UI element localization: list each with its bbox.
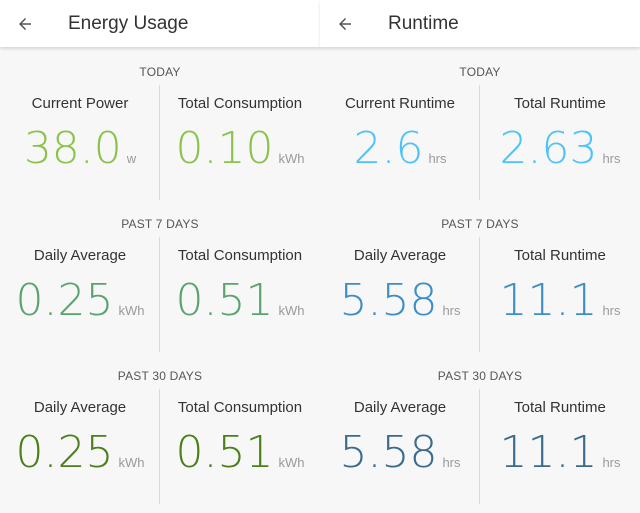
metric-label: Total Consumption <box>177 247 303 264</box>
section-label: PAST 30 DAYS <box>117 369 203 383</box>
metric-value: 0.51 <box>175 275 274 326</box>
energy-usage-panel: Energy Usage TODAY Current Power 38.0 w … <box>0 0 320 504</box>
metric-unit: kWh <box>278 303 305 318</box>
energy-page-title: Energy Usage <box>68 12 189 34</box>
section-label: PAST 7 DAYS <box>441 217 519 231</box>
metric-label: Total Runtime <box>514 247 606 264</box>
metric-unit: kWh <box>118 455 145 470</box>
metric-unit: kWh <box>118 303 145 318</box>
metric-value: 0.25 <box>15 275 114 326</box>
metric-label: Total Consumption <box>177 399 303 416</box>
section-label: PAST 7 DAYS <box>121 217 199 231</box>
metric-unit: hrs <box>602 151 621 166</box>
section-label: PAST 30 DAYS <box>437 369 523 383</box>
metric-label: Current Power <box>31 95 129 112</box>
section-label: TODAY <box>139 65 181 79</box>
metric-value: 38.0 <box>23 123 122 174</box>
metric-value: 0.10 <box>175 123 274 174</box>
metric-label: Total Runtime <box>514 399 606 416</box>
metric-daily-average: Daily Average 0.25 kWh <box>0 237 160 352</box>
column-divider <box>479 389 480 504</box>
metric-total-runtime: Total Runtime 2.63 hrs <box>480 85 640 200</box>
arrow-left-icon <box>19 17 31 30</box>
column-divider <box>479 85 480 200</box>
column-divider <box>159 237 160 352</box>
metric-value: 0.25 <box>15 427 114 478</box>
metric-unit: hrs <box>442 303 461 318</box>
runtime-back-button[interactable] <box>320 0 370 47</box>
runtime-app-bar: Runtime <box>320 0 640 47</box>
metric-daily-average: Daily Average 5.58 hrs <box>320 237 480 352</box>
metric-unit: hrs <box>442 455 461 470</box>
metric-label: Daily Average <box>33 399 127 416</box>
energy-app-bar: Energy Usage <box>0 0 320 47</box>
metric-daily-average: Daily Average 0.25 kWh <box>0 389 160 504</box>
metric-label: Current Runtime <box>344 95 456 112</box>
metric-value: 5.58 <box>339 275 438 326</box>
metric-total-consumption: Total Consumption 0.51 kWh <box>160 389 320 504</box>
metric-unit: w <box>126 151 137 166</box>
metric-current-runtime: Current Runtime 2.6 hrs <box>320 85 480 200</box>
metric-value: 11.1 <box>499 427 598 478</box>
metric-unit: hrs <box>602 303 621 318</box>
metric-total-consumption: Total Consumption 0.10 kWh <box>160 85 320 200</box>
metric-label: Daily Average <box>33 247 127 264</box>
arrow-left-icon <box>339 17 351 30</box>
metric-label: Total Runtime <box>514 95 606 112</box>
metric-total-runtime: Total Runtime 11.1 hrs <box>480 237 640 352</box>
metric-value: 0.51 <box>175 427 274 478</box>
metric-label: Total Consumption <box>177 95 303 112</box>
metric-unit: kWh <box>278 151 305 166</box>
metric-current-power: Current Power 38.0 w <box>0 85 160 200</box>
metric-label: Daily Average <box>353 399 447 416</box>
energy-back-button[interactable] <box>0 0 50 47</box>
column-divider <box>159 389 160 504</box>
section-label: TODAY <box>459 65 501 79</box>
metric-daily-average: Daily Average 5.58 hrs <box>320 389 480 504</box>
metric-unit: hrs <box>428 151 447 166</box>
runtime-panel: Runtime TODAY Current Runtime 2.6 hrs To… <box>320 0 640 513</box>
metric-total-runtime: Total Runtime 11.1 hrs <box>480 389 640 504</box>
runtime-page-title: Runtime <box>388 12 459 34</box>
metric-value: 5.58 <box>339 427 438 478</box>
metric-unit: hrs <box>602 455 621 470</box>
column-divider <box>479 237 480 352</box>
metric-value: 11.1 <box>499 275 598 326</box>
metric-label: Daily Average <box>353 247 447 264</box>
column-divider <box>159 85 160 200</box>
metric-total-consumption: Total Consumption 0.51 kWh <box>160 237 320 352</box>
metric-value: 2.6 <box>353 123 424 174</box>
metric-unit: kWh <box>278 455 305 470</box>
metric-value: 2.63 <box>499 123 598 174</box>
